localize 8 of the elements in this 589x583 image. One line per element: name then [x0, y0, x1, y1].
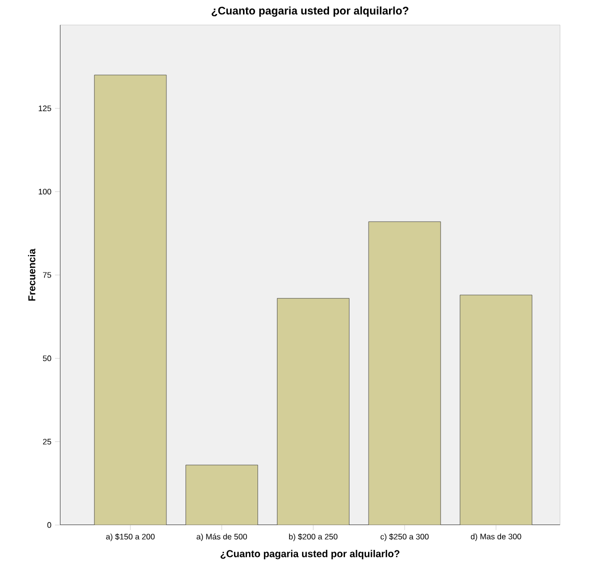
bar	[186, 464, 258, 525]
bar	[94, 74, 167, 525]
bar	[368, 221, 441, 525]
x-axis-title: ¿Cuanto pagaria usted por alquilarlo?	[220, 550, 400, 560]
bar	[460, 294, 532, 525]
chart-title: ¿Cuanto pagaria usted por alquilarlo?	[212, 6, 408, 17]
y-axis-title: Frecuencia	[28, 248, 36, 301]
bar	[277, 298, 350, 525]
